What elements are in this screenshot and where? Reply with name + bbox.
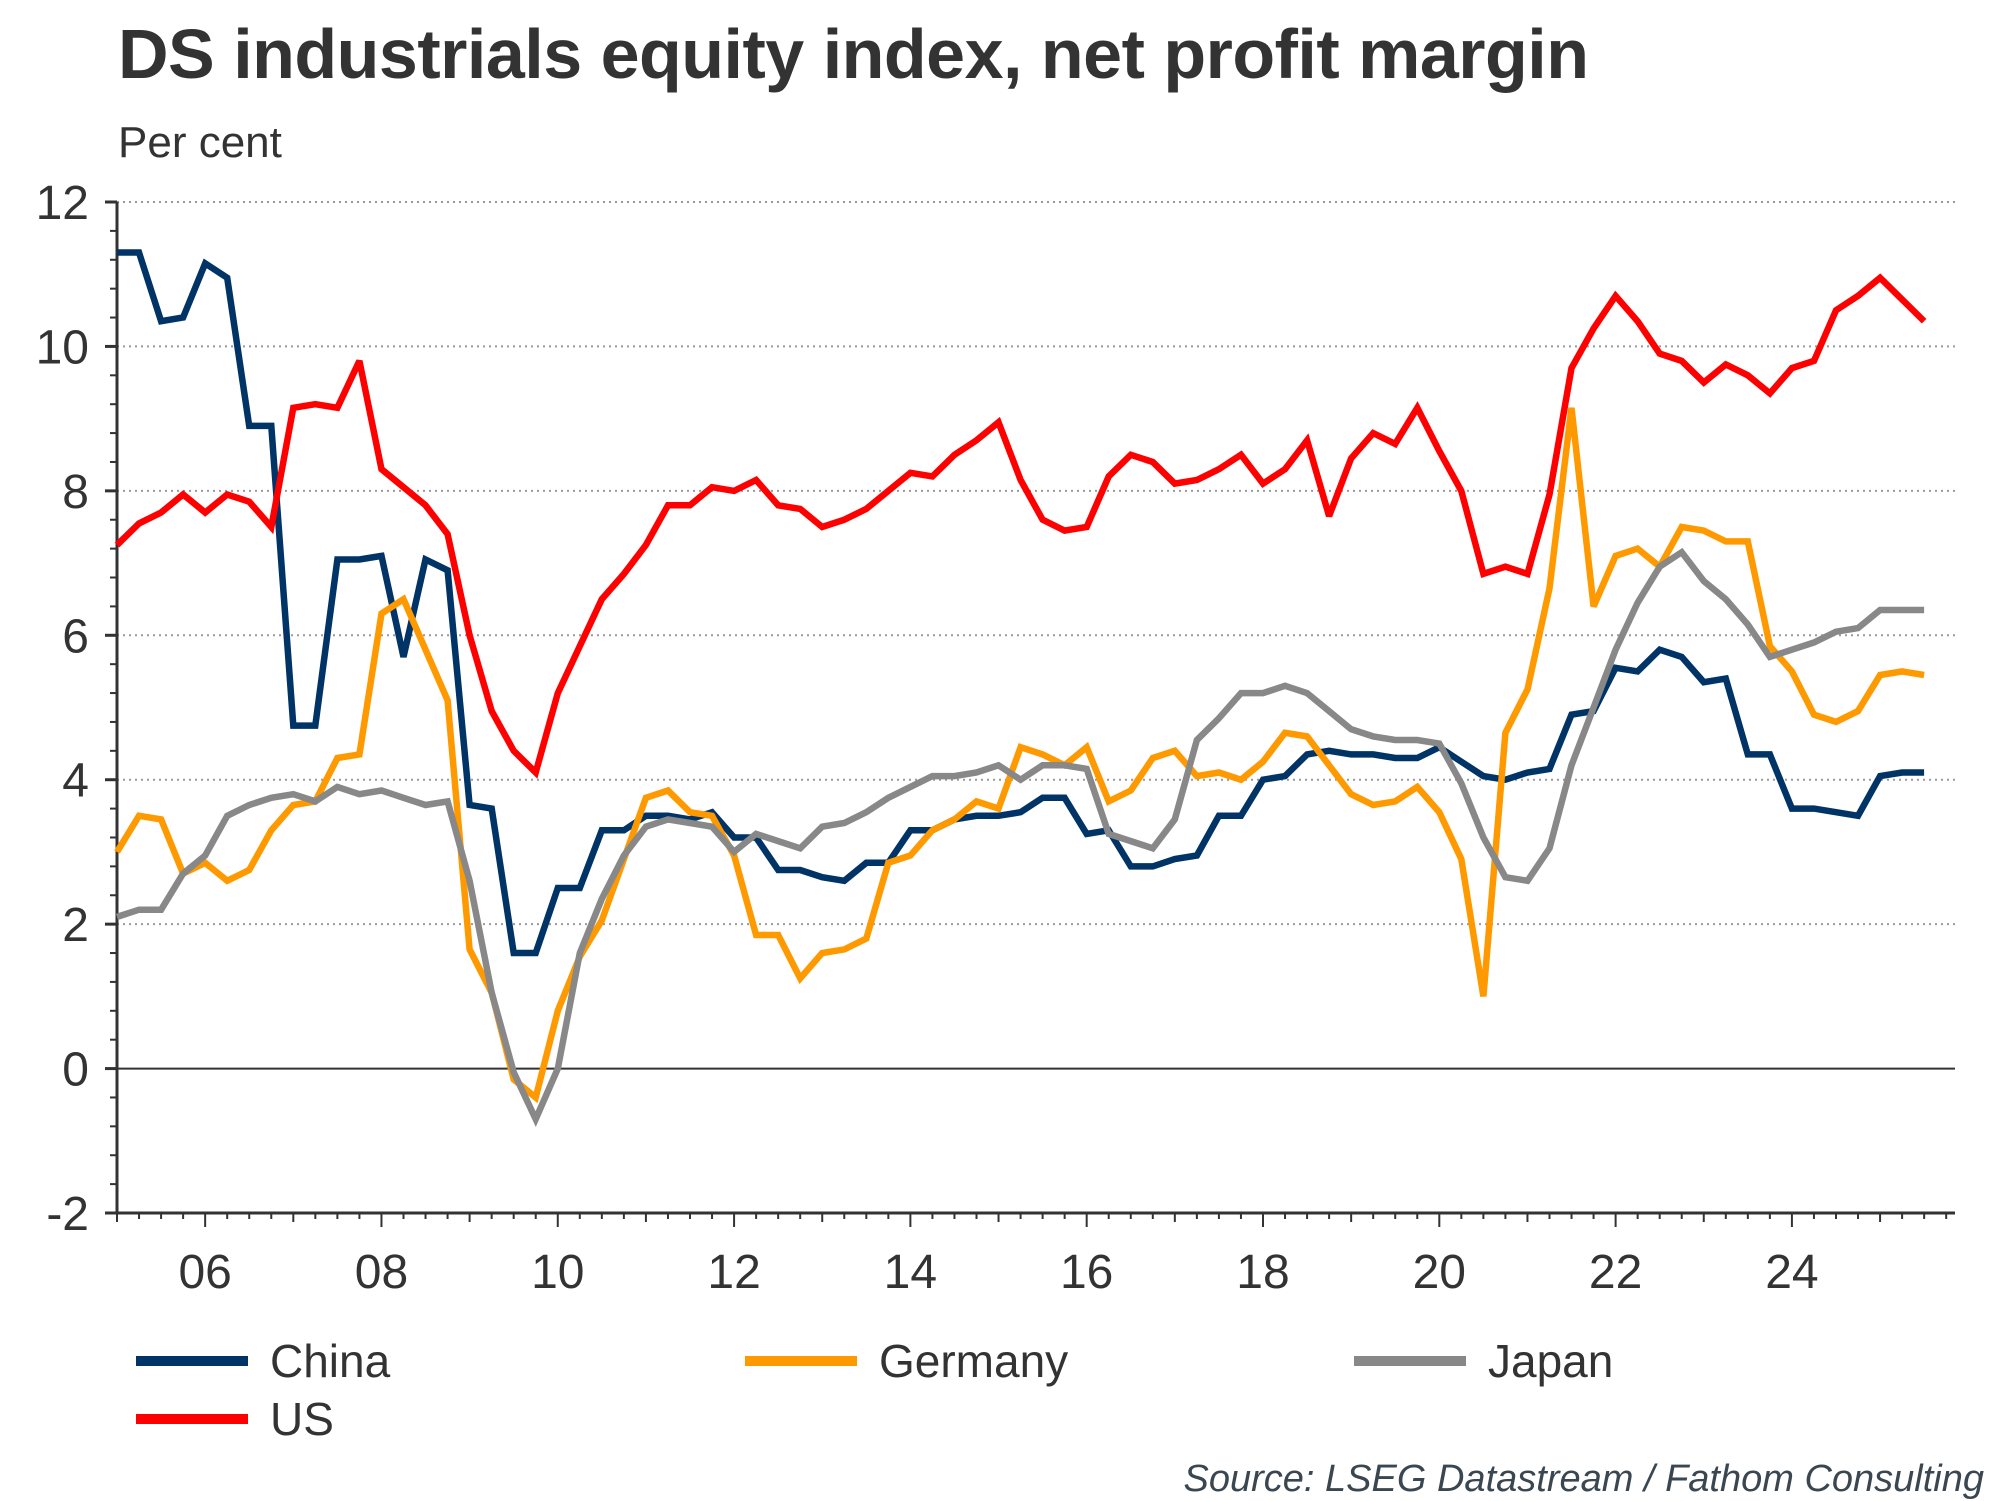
y-tick-label: 0 [62,1044,89,1097]
legend-item-germany: Germany [745,1334,1068,1388]
chart-title: DS industrials equity index, net profit … [118,15,1589,93]
legend-label: Japan [1488,1335,1614,1387]
x-tick-label: 14 [884,1246,937,1299]
y-tick-label: 10 [36,321,89,374]
series-line-china [117,249,1925,957]
y-tick-label: -2 [46,1188,89,1241]
x-tick-label: 16 [1060,1246,1113,1299]
legend-item-us: US [136,1392,334,1446]
legend-swatch-japan [1354,1356,1466,1366]
axes [105,200,1955,1227]
legend-label: China [270,1335,391,1387]
x-tick-label: 20 [1413,1246,1466,1299]
legend-swatch-us [136,1414,248,1424]
x-tick-label: 22 [1589,1246,1642,1299]
x-tick-labels: 06 08 10 12 14 16 18 20 22 24 [178,1246,1818,1299]
gridlines [117,201,1955,1070]
legend-label: US [270,1393,334,1445]
legend-swatch-germany [745,1356,857,1366]
legend-item-japan: Japan [1354,1334,1613,1388]
x-tick-label: 12 [707,1246,760,1299]
y-tick-label: 2 [62,899,89,952]
x-tick-label: 06 [178,1246,231,1299]
x-tick-label: 08 [355,1246,408,1299]
series-line-us [114,273,1927,779]
x-tick-label: 10 [531,1246,584,1299]
legend-label: Germany [879,1335,1069,1387]
legend-item-china: China [136,1334,390,1388]
x-tick-label: 24 [1765,1246,1818,1299]
y-tick-label: 6 [62,610,89,663]
y-tick-label: 8 [62,466,89,519]
legend-swatch-china [136,1356,248,1366]
y-axis-unit-label: Per cent [118,118,282,167]
y-tick-label: 12 [36,177,89,230]
y-tick-label: 4 [62,755,89,808]
series-lines [114,249,1927,1127]
series-line-germany [114,407,1925,1104]
series-line-japan [115,547,1925,1127]
source-note: Source: LSEG Datastream / Fathom Consult… [1183,1458,1984,1500]
y-tick-labels: -2 0 2 4 6 8 10 12 [36,177,89,1241]
x-tick-label: 18 [1236,1246,1289,1299]
